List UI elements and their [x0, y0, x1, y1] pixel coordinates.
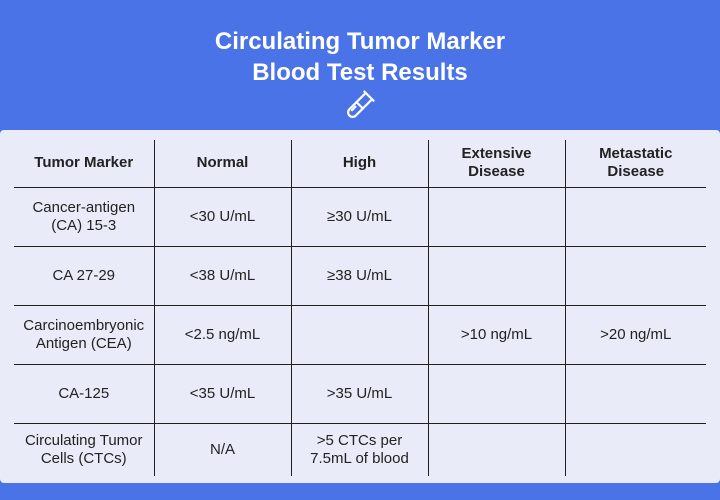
results-card: Tumor Marker Normal High Extensive Disea… — [0, 130, 720, 483]
cell-normal: <38 U/mL — [154, 246, 292, 306]
header-normal: Normal — [154, 140, 292, 188]
header-high: High — [291, 140, 429, 188]
cell-normal: <2.5 ng/mL — [154, 305, 292, 365]
cell-high: >35 U/mL — [291, 364, 429, 424]
header-metastatic-disease: Metastatic Disease — [565, 140, 706, 188]
cell-high: ≥38 U/mL — [291, 246, 429, 306]
bottom-strip — [0, 483, 720, 500]
cell-extensive: >10 ng/mL — [428, 305, 566, 365]
table-row: Circulating Tumor Cells (CTCs) N/A >5 CT… — [14, 423, 706, 476]
table-row: CA 27-29 <38 U/mL ≥38 U/mL — [14, 246, 706, 306]
cell-metastatic — [565, 187, 706, 247]
cell-extensive — [428, 246, 566, 306]
cell-high: ≥30 U/mL — [291, 187, 429, 247]
cell-metastatic — [565, 364, 706, 424]
cell-extensive — [428, 423, 566, 476]
table-row: CA-125 <35 U/mL >35 U/mL — [14, 364, 706, 424]
cell-marker: Circulating Tumor Cells (CTCs) — [14, 423, 155, 476]
page-title: Circulating Tumor Marker Blood Test Resu… — [0, 26, 720, 88]
title-line-1: Circulating Tumor Marker — [214, 28, 506, 55]
title-line-2: Blood Test Results — [252, 59, 468, 86]
cell-high: >5 CTCs per 7.5mL of blood — [291, 423, 429, 476]
cell-marker: Cancer-antigen (CA) 15-3 — [14, 187, 155, 247]
table-row: Carcinoembryonic Antigen (CEA) <2.5 ng/m… — [14, 305, 706, 365]
cell-extensive — [428, 187, 566, 247]
header-extensive-disease: Extensive Disease — [428, 140, 566, 188]
cell-metastatic — [565, 246, 706, 306]
cell-marker: Carcinoembryonic Antigen (CEA) — [14, 305, 155, 365]
cell-high — [291, 305, 429, 365]
cell-marker: CA 27-29 — [14, 246, 155, 306]
cell-metastatic: >20 ng/mL — [565, 305, 706, 365]
cell-normal: <35 U/mL — [154, 364, 292, 424]
cell-metastatic — [565, 423, 706, 476]
cell-marker: CA-125 — [14, 364, 155, 424]
results-table: Tumor Marker Normal High Extensive Disea… — [14, 140, 706, 476]
table-row: Cancer-antigen (CA) 15-3 <30 U/mL ≥30 U/… — [14, 187, 706, 247]
cell-extensive — [428, 364, 566, 424]
table-header-row: Tumor Marker Normal High Extensive Disea… — [14, 140, 706, 188]
cell-normal: N/A — [154, 423, 292, 476]
test-tube-icon — [347, 90, 375, 118]
header-tumor-marker: Tumor Marker — [14, 140, 155, 188]
cell-normal: <30 U/mL — [154, 187, 292, 247]
